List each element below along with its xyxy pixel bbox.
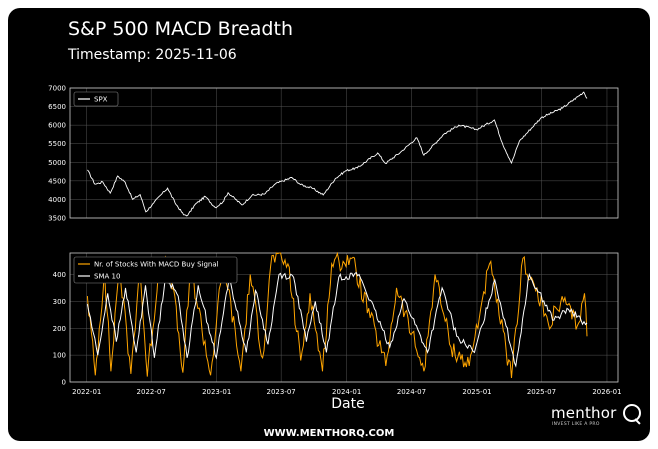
timestamp-label: Timestamp: 2025-11-06	[68, 47, 237, 63]
legend-entry: SMA 10	[94, 273, 120, 281]
x-tick-label: 2025-07	[527, 388, 556, 396]
y-tick-label: 100	[53, 352, 66, 360]
y-tick-label: 6500	[48, 103, 66, 111]
x-axis-label: Date	[331, 396, 365, 412]
y-tick-label: 200	[53, 325, 66, 333]
plot-frame	[69, 252, 619, 383]
x-tick-label: 2023-01	[202, 388, 231, 396]
logo-q-tail-icon	[634, 418, 641, 425]
y-tick-label: 7000	[48, 85, 66, 93]
y-tick-label: 400	[53, 271, 66, 279]
plot-frame	[69, 87, 619, 219]
y-tick-label: 5500	[48, 140, 66, 148]
logo-tagline: INVEST LIKE A PRO	[552, 422, 600, 427]
legend-box	[73, 91, 119, 107]
logo-q-icon	[623, 404, 641, 422]
x-tick-label: 2024-01	[332, 388, 361, 396]
x-tick-label: 2024-07	[397, 388, 426, 396]
y-tick-label: 300	[53, 298, 66, 306]
sma-10-line	[86, 271, 588, 368]
chart-card: S&P 500 MACD Breadth Timestamp: 2025-11-…	[8, 8, 650, 441]
y-tick-label: 4000	[48, 196, 66, 204]
logo-word: menthor	[551, 404, 617, 422]
x-tick-label: 2022-07	[137, 388, 166, 396]
x-tick-label: 2026-01	[592, 388, 621, 396]
spx-line	[87, 91, 588, 217]
x-tick-label: 2022-01	[72, 388, 101, 396]
x-tick-label: 2023-07	[267, 388, 296, 396]
x-tick-label: 2025-01	[462, 388, 491, 396]
y-tick-label: 0	[62, 379, 66, 387]
y-tick-label: 4500	[48, 177, 66, 185]
footer-url: WWW.MENTHORQ.COM	[263, 428, 395, 439]
y-tick-label: 3500	[48, 215, 66, 223]
chart-svg: 3500 4000 4500 5000 5500 6000 6500 7000 SPX 0 100 2…	[48, 85, 621, 397]
chart-title: S&P 500 MACD Breadth	[68, 18, 293, 40]
legend-entry: Nr. of Stocks With MACD Buy Signal	[94, 261, 219, 269]
legend-entry: SPX	[94, 96, 108, 104]
menthorq-logo: menthor INVEST LIKE A PRO	[551, 404, 646, 430]
legend-box	[73, 256, 238, 284]
y-tick-label: 6000	[48, 122, 66, 130]
y-tick-label: 5000	[48, 159, 66, 167]
